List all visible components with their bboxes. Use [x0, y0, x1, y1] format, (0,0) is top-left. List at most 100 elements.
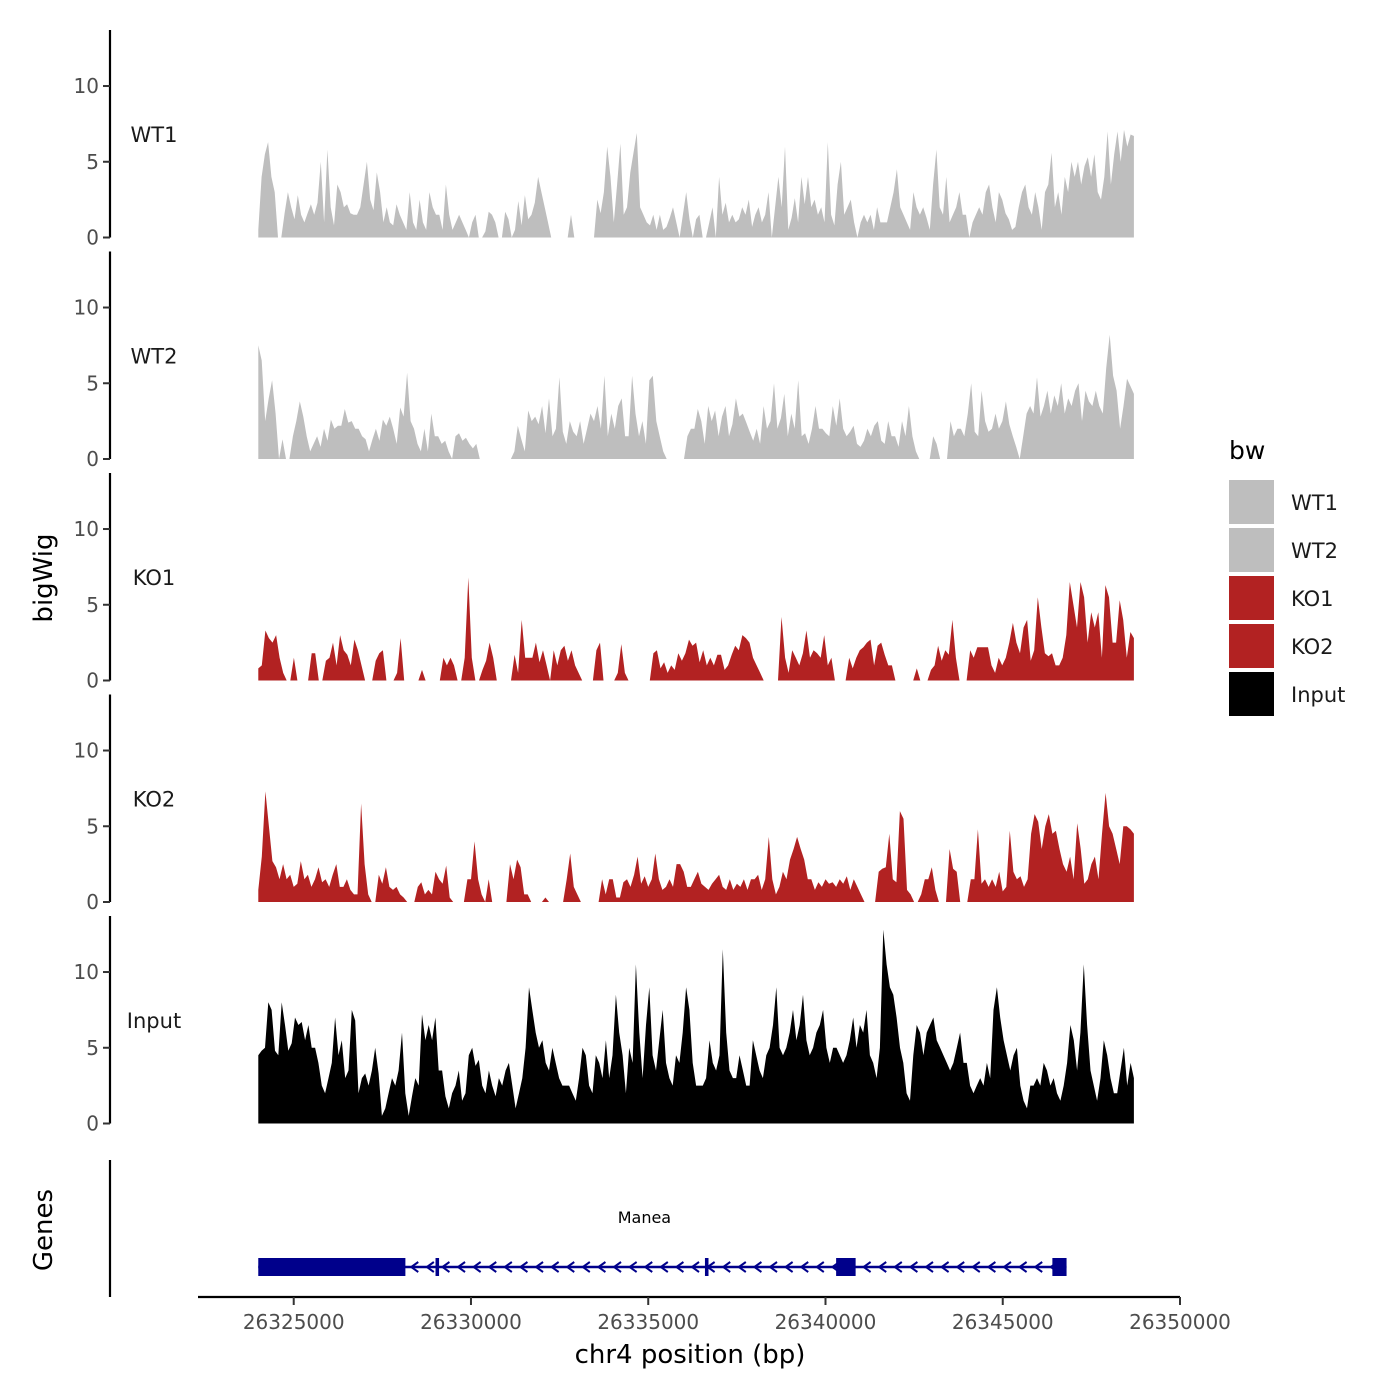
legend-title: bw: [1229, 436, 1265, 465]
strand-arrow: [939, 1261, 950, 1273]
y-tick-label: 5: [86, 814, 99, 838]
track-label: WT2: [131, 345, 178, 369]
strand-arrow: [565, 1261, 575, 1273]
gene-exon: [704, 1258, 709, 1276]
legend-item-wt2: WT2: [1229, 528, 1338, 572]
strand-arrow: [877, 1261, 887, 1273]
strand-arrow: [425, 1261, 435, 1273]
track-panel-ko2: 0 5 10 KO2: [74, 694, 1134, 914]
strand-arrow: [627, 1261, 638, 1273]
strand-arrow: [721, 1261, 731, 1273]
y-tick-label: 10: [74, 517, 99, 541]
legend-label: KO1: [1291, 587, 1334, 611]
strand-arrow: [659, 1261, 669, 1273]
strand-arrow: [409, 1261, 419, 1273]
track-panel-wt1: 0 5 10 WT1: [74, 30, 1134, 250]
strand-arrow: [534, 1261, 544, 1273]
y-tick-label: 0: [86, 1112, 99, 1136]
legend-key: [1229, 576, 1274, 620]
strand-arrow: [1033, 1261, 1043, 1273]
y-tick-label: 0: [86, 447, 99, 471]
x-axis: 26325000 26330000 26335000 26340000 26345000…: [198, 1295, 1231, 1334]
strand-arrow: [737, 1261, 747, 1273]
x-tick-label: 26340000: [775, 1310, 877, 1334]
strand-arrow: [971, 1261, 981, 1273]
track-label: KO2: [133, 788, 176, 812]
y-tick-label: 5: [86, 1036, 99, 1060]
signal-area-ko1: [258, 577, 1134, 681]
x-tick-label: 26350000: [1129, 1310, 1231, 1334]
signal-area-wt1: [258, 129, 1134, 238]
track-label: Input: [127, 1009, 181, 1033]
strand-arrow: [783, 1261, 794, 1273]
strand-arrow: [471, 1261, 482, 1273]
x-axis-title: chr4 position (bp): [575, 1340, 806, 1370]
y-tick-label: 5: [86, 150, 99, 174]
legend: bw WT1 WT2 KO1 KO2 Input: [1229, 436, 1345, 716]
legend-item-ko1: KO1: [1229, 576, 1334, 620]
strand-arrow: [815, 1261, 825, 1273]
strand-arrow: [690, 1261, 700, 1273]
y-tick-label: 10: [74, 74, 99, 98]
strand-arrow: [440, 1261, 451, 1273]
strand-arrow: [986, 1261, 996, 1273]
legend-item-wt1: WT1: [1229, 480, 1338, 524]
strand-arrow: [768, 1261, 778, 1273]
gene-track-title: Genes: [29, 1189, 59, 1271]
y-tick-label: 10: [74, 739, 99, 763]
strand-arrow: [581, 1261, 591, 1273]
legend-item-ko2: KO2: [1229, 624, 1334, 668]
y-tick-label: 10: [74, 296, 99, 320]
track-panel-input: 0 5 10 Input: [74, 916, 1134, 1136]
track-label: WT1: [131, 123, 178, 147]
legend-key: [1229, 624, 1274, 668]
signal-area-wt2: [258, 334, 1134, 459]
y-tick-label: 5: [86, 593, 99, 617]
track-label: KO1: [133, 566, 176, 590]
strand-arrow: [643, 1261, 653, 1273]
legend-label: Input: [1291, 683, 1345, 707]
x-tick-label: 26325000: [243, 1310, 345, 1334]
y-axis-title: bigWig: [29, 533, 59, 622]
signal-area-input: [258, 929, 1134, 1124]
gene-track: Manea: [108, 1160, 1067, 1297]
track-panel-wt2: 0 5 10 WT2: [74, 251, 1134, 471]
x-tick-label: 26330000: [420, 1310, 522, 1334]
strand-arrow: [799, 1261, 809, 1273]
strand-arrow: [503, 1261, 513, 1273]
legend-label: WT1: [1291, 491, 1338, 515]
strand-arrow: [908, 1261, 918, 1273]
strand-arrow: [487, 1261, 497, 1273]
strand-arrow: [1002, 1261, 1012, 1273]
strand-arrow: [955, 1261, 965, 1273]
gene-name-label: Manea: [618, 1208, 671, 1227]
y-tick-label: 5: [86, 371, 99, 395]
y-tick-label: 0: [86, 669, 99, 693]
strand-arrow: [893, 1261, 903, 1273]
track-panels: 0 5 10 WT1 0 5 10 WT2 0 5 10 KO1 0 5 10 KO2 0 5 10 Input: [74, 30, 1134, 1136]
signal-area-ko2: [258, 791, 1134, 902]
y-tick-label: 0: [86, 890, 99, 914]
strand-arrow: [1017, 1261, 1028, 1273]
legend-label: KO2: [1291, 635, 1334, 659]
legend-key: [1229, 528, 1274, 572]
strand-arrow: [456, 1261, 466, 1273]
legend-item-input: Input: [1229, 672, 1345, 716]
track-panel-ko1: 0 5 10 KO1: [74, 473, 1134, 693]
gene-exon: [258, 1258, 406, 1276]
gene-exon: [435, 1258, 440, 1276]
strand-arrow: [924, 1261, 934, 1273]
x-tick-label: 26335000: [597, 1310, 699, 1334]
gene-exon: [836, 1258, 856, 1276]
legend-key: [1229, 672, 1274, 716]
strand-arrow: [674, 1261, 685, 1273]
strand-arrow: [752, 1261, 763, 1273]
y-tick-label: 0: [86, 226, 99, 250]
gene-exon: [1052, 1258, 1067, 1276]
strand-arrow: [549, 1261, 560, 1273]
strand-arrow: [596, 1261, 607, 1273]
legend-key: [1229, 480, 1274, 524]
strand-arrow: [518, 1261, 529, 1273]
x-tick-label: 26345000: [952, 1310, 1054, 1334]
